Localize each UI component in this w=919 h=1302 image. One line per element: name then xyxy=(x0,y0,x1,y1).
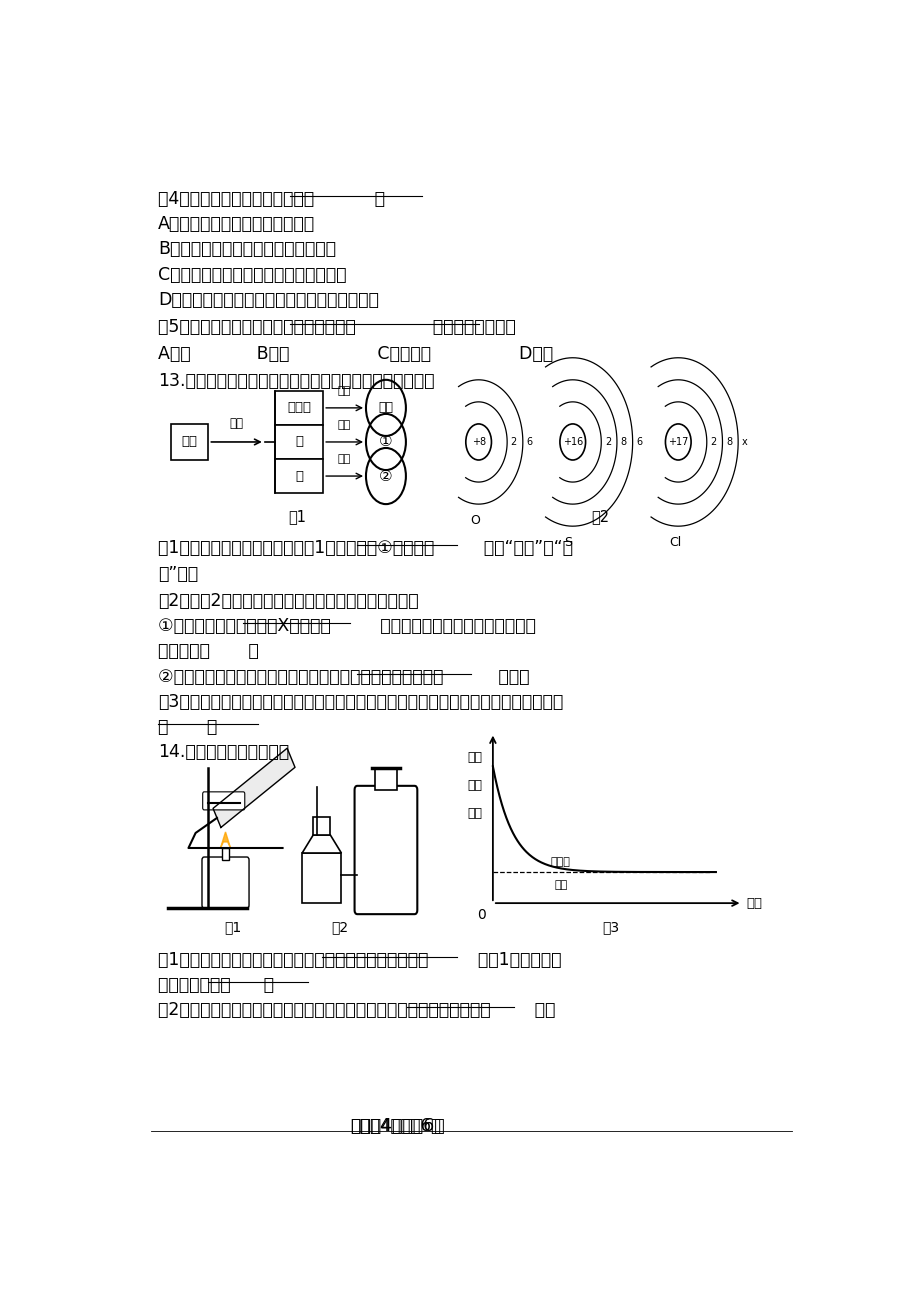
Text: （3）科学家正致力于研究在偶化剗和光照条件下分解水制氢气。写出该反应的化学方程: （3）科学家正致力于研究在偶化剗和光照条件下分解水制氢气。写出该反应的化学方程 xyxy=(158,693,562,711)
Text: 8: 8 xyxy=(619,437,626,447)
Text: 0: 0 xyxy=(476,909,485,922)
Text: ①氯原子的结构示意图中X的数値是         ；其在化学反应中易得到电子，其: ①氯原子的结构示意图中X的数値是 ；其在化学反应中易得到电子，其 xyxy=(158,617,535,635)
Text: 子”）。: 子”）。 xyxy=(158,565,198,583)
Text: （2）如果用排水集气法，除了更换合适的导管外，还必须增加的仪器是        。如: （2）如果用排水集气法，除了更换合适的导管外，还必须增加的仪器是 。如 xyxy=(158,1001,554,1019)
Text: D大力宣传，逐步引导人们把节水变为自觉行为: D大力宣传，逐步引导人们把节水变为自觉行为 xyxy=(158,290,379,309)
Text: Cl: Cl xyxy=(669,536,681,549)
Text: 氧气传: 氧气传 xyxy=(550,857,570,867)
Text: （1）实验室用氯酸钓与二氧化锄制取氧气的化学方程式为         。图1中检验氧气: （1）实验室用氯酸钓与二氧化锄制取氧气的化学方程式为 。图1中检验氧气 xyxy=(158,952,561,969)
Text: +16: +16 xyxy=(562,437,583,447)
Polygon shape xyxy=(221,832,231,848)
Text: 2: 2 xyxy=(604,437,610,447)
Text: 6: 6 xyxy=(636,437,641,447)
Text: A沉淠            B过滤                C投药消毒                D蛸馏: A沉淠 B过滤 C投药消毒 D蛸馏 xyxy=(158,345,552,363)
Polygon shape xyxy=(301,835,341,853)
Bar xyxy=(275,391,323,424)
FancyBboxPatch shape xyxy=(202,857,249,909)
Text: A用淡米、洗菜的水浇花、冲厕所: A用淡米、洗菜的水浇花、冲厕所 xyxy=(158,215,314,233)
Bar xyxy=(275,424,323,460)
Bar xyxy=(275,460,323,493)
Text: x: x xyxy=(741,437,746,447)
FancyBboxPatch shape xyxy=(312,816,330,835)
Circle shape xyxy=(465,424,491,460)
Text: B用喷灣、滴灣的方法浇灣农田和园林: B用喷灣、滴灣的方法浇灣农田和园林 xyxy=(158,241,335,259)
Text: 8: 8 xyxy=(725,437,732,447)
Text: 氧化钠: 氧化钠 xyxy=(287,401,311,414)
Circle shape xyxy=(560,424,585,460)
Text: O: O xyxy=(470,514,480,527)
Text: ②: ② xyxy=(379,469,392,483)
Circle shape xyxy=(664,424,690,460)
FancyBboxPatch shape xyxy=(374,768,397,790)
Text: 2: 2 xyxy=(709,437,716,447)
Text: 构成: 构成 xyxy=(337,454,351,464)
FancyBboxPatch shape xyxy=(221,848,229,861)
Text: 图1: 图1 xyxy=(288,509,305,525)
Text: +8: +8 xyxy=(471,437,485,447)
Text: 6: 6 xyxy=(526,437,532,447)
Text: ②氧和硫两种元素的化学性质具有相似性的原因是它们原子的          相同。: ②氧和硫两种元素的化学性质具有相似性的原因是它们原子的 相同。 xyxy=(158,668,528,686)
Text: （2）如图2是氧、硫、氯三种元素的原子结构示意图：: （2）如图2是氧、硫、氯三种元素的原子结构示意图： xyxy=(158,592,418,611)
Bar xyxy=(171,424,209,460)
Text: 14.用如图装置进行实验。: 14.用如图装置进行实验。 xyxy=(158,742,289,760)
Text: 汞: 汞 xyxy=(295,435,302,448)
Text: 式       。: 式 。 xyxy=(158,717,217,736)
Text: S: S xyxy=(563,536,572,549)
Text: C为节约用水，用工业废水直接浇灣农田: C为节约用水，用工业废水直接浇灣农田 xyxy=(158,266,346,284)
Text: 体积: 体积 xyxy=(467,779,482,792)
Text: 收集满的方法是      。: 收集满的方法是 。 xyxy=(158,976,274,995)
Text: 氧气: 氧气 xyxy=(467,751,482,764)
Text: （4）下列有关水的说法正确的是           。: （4）下列有关水的说法正确的是 。 xyxy=(158,190,384,208)
Text: （5）自来水厂的净水过程中没有涉及的是              （填字母序号）。: （5）自来水厂的净水过程中没有涉及的是 （填字母序号）。 xyxy=(158,318,515,336)
Text: 离子: 离子 xyxy=(378,401,393,414)
Text: 构成: 构成 xyxy=(337,421,351,430)
Text: 试卷第4页，共6页: 试卷第4页，共6页 xyxy=(350,1117,441,1134)
FancyBboxPatch shape xyxy=(354,786,417,914)
Text: 图2: 图2 xyxy=(331,921,347,934)
Text: 图2: 图2 xyxy=(590,509,608,525)
Text: 13.在宏观、微观和符号之间建立联系是化学学科的特点。: 13.在宏观、微观和符号之间建立联系是化学学科的特点。 xyxy=(158,372,434,389)
FancyBboxPatch shape xyxy=(301,853,341,904)
Text: 时间: 时间 xyxy=(745,897,761,910)
Text: 水: 水 xyxy=(295,470,302,483)
Polygon shape xyxy=(213,749,295,828)
Text: （1）物质的组成及构成关系如图1所示，图中①表示的是         （填“分子”或“原: （1）物质的组成及构成关系如图1所示，图中①表示的是 （填“分子”或“原 xyxy=(158,539,573,557)
Text: +17: +17 xyxy=(667,437,687,447)
Text: 离子符号是       。: 离子符号是 。 xyxy=(158,642,258,660)
Text: ①: ① xyxy=(379,435,392,449)
Text: 图3: 图3 xyxy=(601,921,618,934)
Text: 组成: 组成 xyxy=(230,417,244,430)
Text: 试卷第4页，共6页: 试卷第4页，共6页 xyxy=(350,1117,445,1134)
Text: 分数: 分数 xyxy=(467,807,482,820)
Text: 感器: 感器 xyxy=(553,880,567,891)
Text: 构成: 构成 xyxy=(337,385,351,396)
Text: 2: 2 xyxy=(510,437,516,447)
Text: 元素: 元素 xyxy=(182,435,198,448)
Text: 图1: 图1 xyxy=(224,921,241,934)
FancyBboxPatch shape xyxy=(202,792,244,810)
